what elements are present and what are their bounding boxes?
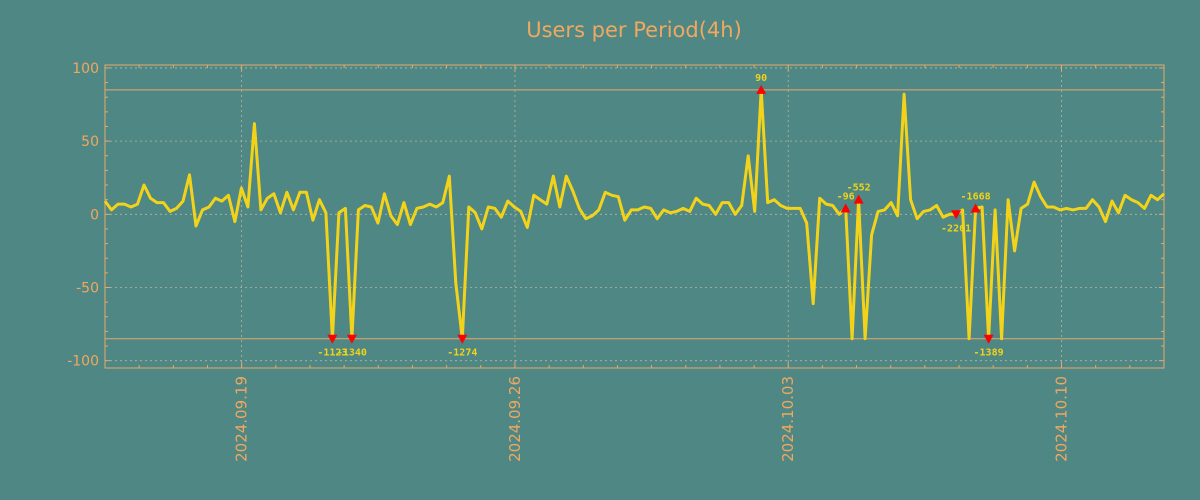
axes: 100 50 0 -50 -100 2024.09.19 2024.09.26 2024.10…: [67, 61, 1164, 462]
outlier-label: -2261: [941, 223, 971, 234]
outlier-label: -1668: [961, 191, 991, 202]
outlier-marker: [457, 334, 468, 344]
series-line-users: [103, 88, 1166, 341]
outlier-marker: [327, 334, 338, 344]
outlier-label: -552: [847, 183, 871, 194]
grid: [105, 65, 1164, 368]
outlier-marker: [346, 334, 357, 344]
chart-title: Users per Period(4h): [526, 18, 742, 42]
y-tick-label: -50: [76, 280, 99, 296]
x-tick-label: 2024.10.03: [779, 376, 797, 462]
x-tick-label: 2024.09.26: [506, 376, 524, 462]
outlier-label: -1340: [337, 348, 367, 359]
outlier-markers: -1123-1340 -1274 90 -96-552 -2261 -1668 -1389: [317, 73, 1003, 359]
outlier-marker: [840, 203, 851, 213]
y-tick-label: -100: [67, 354, 99, 370]
outlier-label: 90: [755, 73, 767, 84]
outlier-marker: [951, 210, 962, 220]
outlier-label: -1274: [447, 348, 477, 359]
plot-frame: [104, 64, 1165, 369]
outlier-label: -1389: [974, 348, 1004, 359]
y-tick-label: 0: [90, 207, 99, 223]
y-tick-label: 100: [72, 61, 99, 77]
outlier-marker: [853, 194, 864, 204]
outlier-marker: [970, 203, 981, 213]
outlier-marker: [756, 84, 767, 94]
outlier-marker: [983, 334, 994, 344]
outlier-label: -96: [837, 191, 855, 202]
x-tick-label: 2024.09.19: [233, 376, 251, 462]
x-tick-label: 2024.10.10: [1053, 376, 1071, 462]
y-tick-label: 50: [81, 134, 99, 150]
outlier-label: -1123: [317, 348, 347, 359]
